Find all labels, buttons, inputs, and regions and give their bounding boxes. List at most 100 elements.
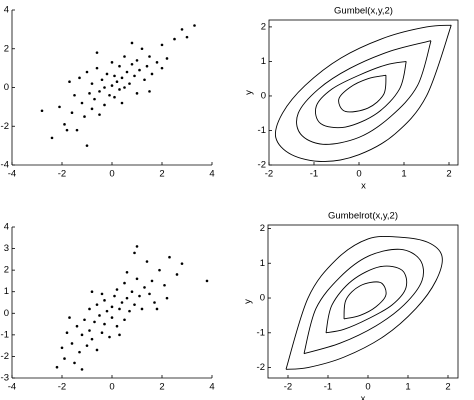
point (40, 109, 44, 113)
x-tick-label: -2 (284, 382, 292, 393)
point (63, 357, 66, 360)
point (115, 80, 119, 83)
point (90, 107, 94, 111)
point (105, 309, 109, 313)
point (88, 307, 91, 311)
y-tick-label: 1 (260, 258, 265, 269)
x-tick-label: -1 (310, 169, 318, 180)
point (135, 245, 139, 248)
point (115, 288, 119, 291)
point (130, 290, 134, 294)
x-tick-label: 4 (209, 382, 214, 393)
y-tick-label: -3 (1, 373, 9, 384)
point (98, 314, 101, 317)
point (100, 78, 104, 82)
point (130, 41, 134, 45)
contour-line (315, 60, 407, 129)
x-tick-label: 0 (356, 169, 361, 180)
point (118, 64, 121, 68)
point (133, 74, 136, 78)
point (133, 251, 136, 255)
y-tick-label: 1 (261, 56, 266, 67)
x-axis-label: x (361, 394, 366, 400)
point (80, 333, 84, 337)
point (83, 115, 86, 118)
point (128, 309, 131, 313)
x-tick-label: 2 (445, 382, 450, 393)
point (108, 93, 111, 97)
point (93, 320, 96, 324)
point (85, 144, 89, 147)
point (150, 72, 154, 76)
point (120, 76, 124, 80)
point (160, 66, 164, 70)
y-axis-label: y (244, 90, 255, 95)
point (148, 90, 151, 93)
point (90, 290, 94, 294)
point (108, 335, 111, 339)
point (110, 305, 114, 309)
x-tick-label: -2 (58, 382, 66, 393)
point (68, 80, 71, 83)
point (125, 296, 129, 300)
contour-line (274, 24, 452, 162)
point (163, 283, 166, 287)
point (70, 111, 74, 114)
x-tick-label: 2 (159, 382, 164, 393)
point (165, 57, 169, 60)
point (185, 35, 189, 39)
x-tick-label: 0 (109, 382, 114, 393)
x-tick-label: 0 (109, 169, 114, 180)
point (135, 92, 139, 95)
y-tick-label: -1 (1, 329, 9, 340)
y-tick-label: 0 (4, 82, 9, 93)
y-tick-label: 2 (4, 43, 9, 54)
x-tick-label: -2 (265, 169, 273, 180)
point (155, 307, 159, 311)
point (100, 292, 104, 296)
y-tick-label: -1 (258, 125, 266, 136)
point (50, 136, 54, 140)
point (95, 348, 99, 352)
y-tick-label: 0 (260, 293, 265, 304)
point (193, 24, 196, 27)
x-tick-label: 1 (401, 169, 406, 180)
point (120, 101, 124, 105)
y-tick-label: -4 (1, 160, 9, 171)
y-tick-label: 3 (4, 243, 9, 254)
y-tick-label: -2 (1, 121, 9, 132)
point (65, 128, 69, 132)
point (180, 262, 184, 265)
point (118, 88, 121, 91)
x-tick-label: 4 (209, 169, 214, 180)
x-tick-label: 2 (159, 169, 164, 180)
point (128, 82, 131, 85)
chart-title: Gumbel(x,y,2) (334, 6, 393, 17)
point (113, 74, 116, 78)
point (145, 64, 149, 68)
y-tick-label: 4 (4, 5, 9, 16)
point (123, 86, 126, 89)
point (68, 316, 71, 319)
point (148, 292, 151, 296)
point (205, 279, 209, 283)
point (85, 70, 89, 74)
chart-title: Gumbelrot(x,y,2) (328, 211, 398, 222)
y-tick-label: -2 (258, 160, 266, 171)
point (88, 329, 91, 332)
point (75, 324, 79, 328)
point (155, 61, 159, 64)
point (80, 101, 84, 105)
point (103, 103, 106, 107)
point (73, 361, 76, 365)
point (143, 286, 146, 289)
point (70, 342, 74, 345)
contour-line (343, 281, 387, 320)
point (100, 331, 104, 335)
contour-line (325, 265, 408, 334)
point (110, 316, 114, 319)
point (125, 70, 129, 74)
point (90, 82, 94, 85)
point (95, 303, 99, 306)
